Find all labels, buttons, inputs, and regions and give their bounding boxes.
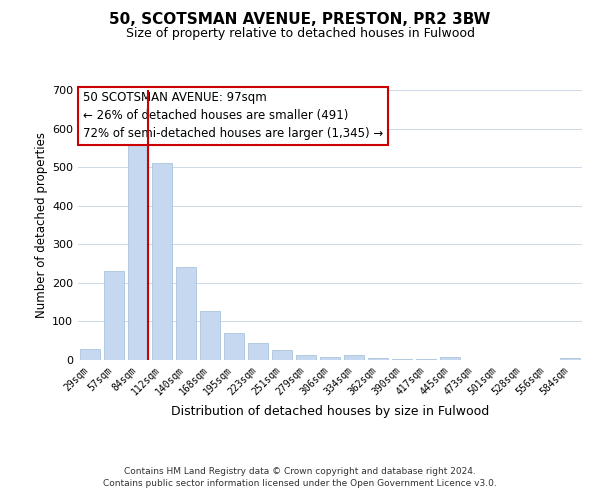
Bar [320, 356, 340, 360]
Bar [560, 358, 580, 360]
Bar [128, 140, 148, 360]
Bar [296, 354, 316, 360]
Bar [200, 312, 220, 360]
Bar [248, 344, 268, 360]
Bar [416, 359, 436, 360]
Text: 50 SCOTSMAN AVENUE: 97sqm
← 26% of detached houses are smaller (491)
72% of semi: 50 SCOTSMAN AVENUE: 97sqm ← 26% of detac… [83, 92, 383, 140]
X-axis label: Distribution of detached houses by size in Fulwood: Distribution of detached houses by size … [171, 405, 489, 418]
Bar [440, 358, 460, 360]
Bar [344, 356, 364, 360]
Bar [272, 350, 292, 360]
Bar [176, 266, 196, 360]
Y-axis label: Number of detached properties: Number of detached properties [35, 132, 48, 318]
Bar [224, 333, 244, 360]
Text: Contains HM Land Registry data © Crown copyright and database right 2024.
Contai: Contains HM Land Registry data © Crown c… [103, 466, 497, 487]
Text: Size of property relative to detached houses in Fulwood: Size of property relative to detached ho… [125, 28, 475, 40]
Bar [104, 270, 124, 360]
Bar [392, 359, 412, 360]
Bar [80, 349, 100, 360]
Bar [368, 358, 388, 360]
Bar [152, 164, 172, 360]
Text: 50, SCOTSMAN AVENUE, PRESTON, PR2 3BW: 50, SCOTSMAN AVENUE, PRESTON, PR2 3BW [109, 12, 491, 28]
